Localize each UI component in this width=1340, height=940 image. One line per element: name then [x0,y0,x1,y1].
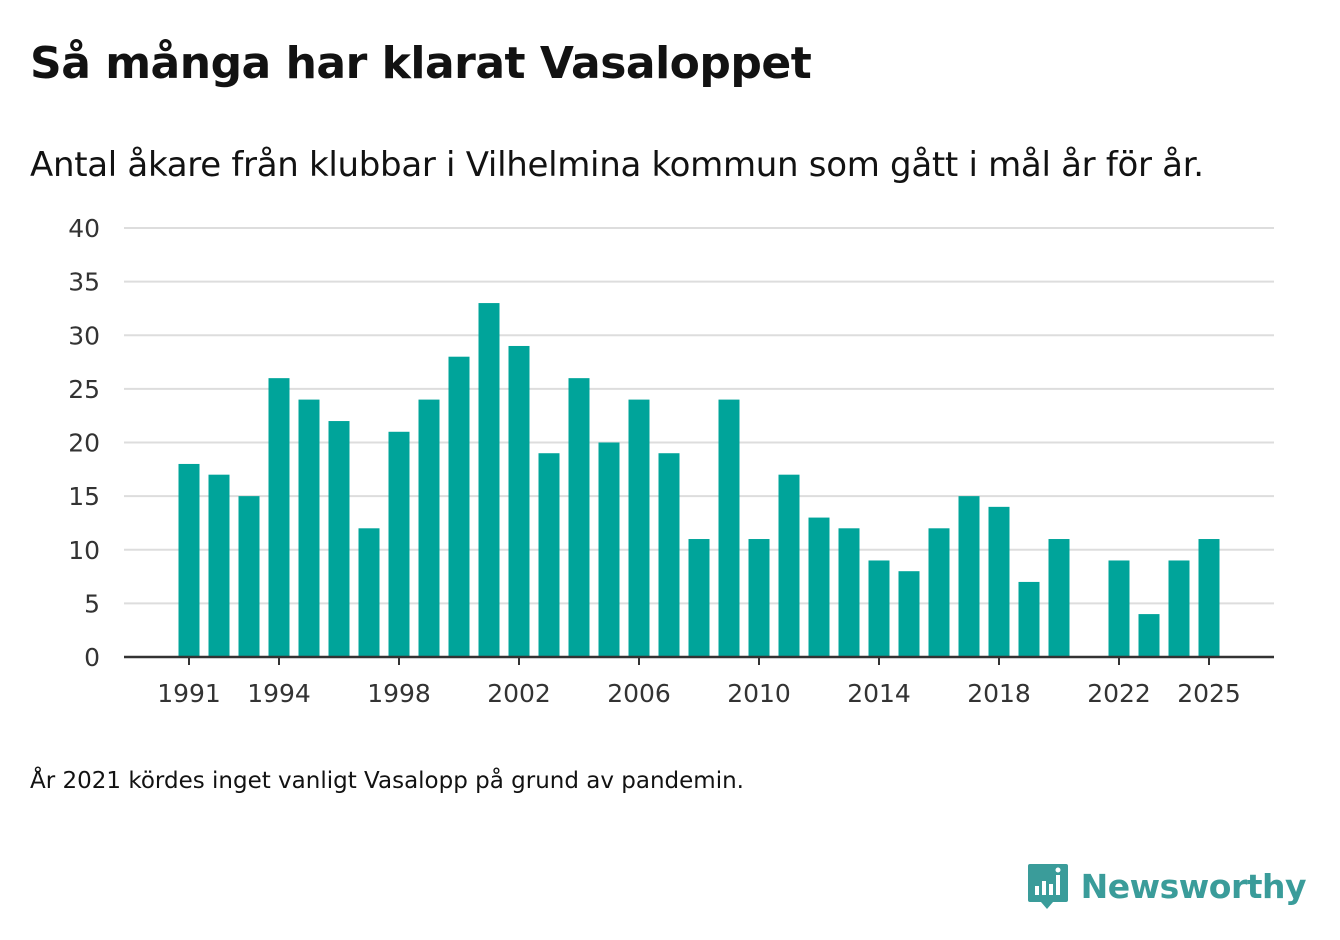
bar-2005 [598,442,620,657]
chart-title: Så många har klarat Vasaloppet [30,38,812,89]
bar-2023 [1138,614,1160,657]
y-tick-label: 10 [68,536,100,565]
bar-2022 [1108,560,1130,657]
x-tick-label: 2018 [967,679,1031,708]
bar-1999 [418,399,440,657]
bar-2020 [1048,539,1070,657]
bar-2019 [1018,581,1040,657]
bar-2014 [868,560,890,657]
bar-1991 [178,463,200,657]
x-tick-label: 2010 [727,679,791,708]
y-tick-label: 30 [68,321,100,350]
chart-subtitle: Antal åkare från klubbar i Vilhelmina ko… [30,145,1204,185]
bar-2018 [988,506,1010,657]
bar-2011 [778,474,800,657]
bar-2015 [898,571,920,657]
x-tick-label: 2022 [1087,679,1151,708]
bar-2009 [718,399,740,657]
bar-1992 [208,474,230,657]
x-tick-label: 2006 [607,679,671,708]
bar-1996 [328,421,350,657]
brand: Newsworthy [1027,862,1307,910]
bar-2000 [448,356,470,657]
bar-1993 [238,496,260,657]
bar-2008 [688,539,710,657]
bar-2004 [568,378,590,657]
x-tick-label: 1991 [157,679,221,708]
bar-2012 [808,517,830,657]
x-tick-label: 2014 [847,679,911,708]
bar-2017 [958,496,980,657]
x-tick-label: 2025 [1177,679,1241,708]
bars [178,303,1220,657]
y-tick-label: 5 [84,589,100,618]
y-tick-label: 40 [68,214,100,243]
bar-2006 [628,399,650,657]
gridlines [124,227,1274,605]
bar-2002 [508,345,530,657]
x-tick-label: 1994 [247,679,311,708]
bar-1997 [358,528,380,657]
bar-2024 [1168,560,1190,657]
bar-2016 [928,528,950,657]
bar-2025 [1198,539,1220,657]
bar-2013 [838,528,860,657]
y-tick-label: 15 [68,482,100,511]
bar-2010 [748,539,770,657]
bar-1994 [268,378,290,657]
bar-1995 [298,399,320,657]
bar-2003 [538,453,560,657]
footnote: År 2021 kördes inget vanligt Vasalopp på… [30,768,744,794]
newsworthy-logo-icon [1027,864,1068,909]
y-tick-label: 0 [84,643,100,672]
bar-2007 [658,453,680,657]
y-tick-label: 35 [68,268,100,297]
bar-1998 [388,431,410,657]
x-tick-label: 2002 [487,679,551,708]
y-tick-label: 25 [68,375,100,404]
x-tick-label: 1998 [367,679,431,708]
bar-2001 [478,303,500,657]
brand-name: Newsworthy [1080,866,1307,906]
y-tick-label: 20 [68,429,100,458]
